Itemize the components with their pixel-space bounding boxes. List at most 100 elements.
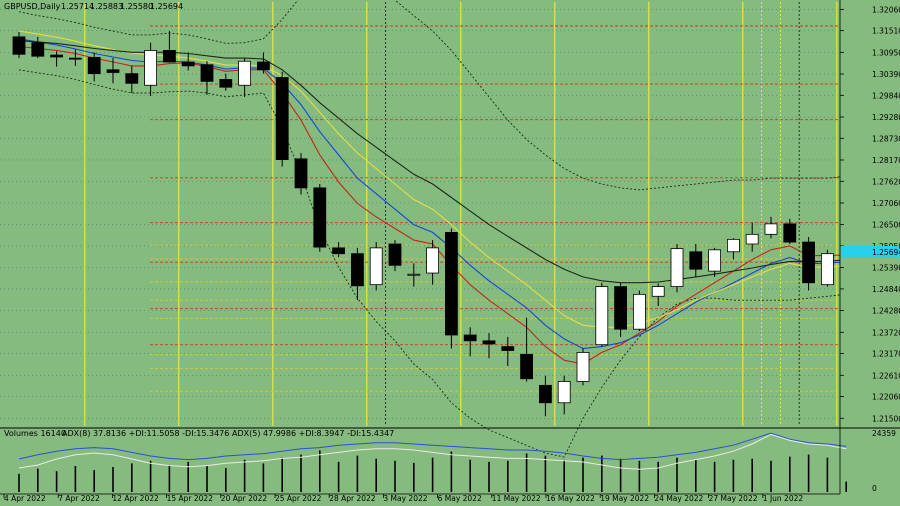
candle (670, 244, 684, 293)
candle-body (294, 158, 308, 189)
candle-body (745, 233, 759, 245)
candle-body (614, 286, 627, 330)
date-tick-label: 19 May 2022 (600, 494, 649, 503)
candle (745, 222, 759, 252)
candle-body (31, 42, 45, 57)
price-tick-label: 1.22060 (872, 393, 900, 402)
candle (708, 247, 721, 277)
adx-lines (18, 432, 847, 470)
date-tick-label: 3 May 2022 (383, 494, 427, 503)
candle (783, 218, 797, 245)
candle-body (313, 187, 327, 248)
price-tick-label: 1.23720 (872, 328, 900, 337)
candle (802, 237, 815, 291)
price-tick-label: 1.24840 (872, 285, 900, 294)
price-tick-label: 1.32060 (872, 5, 900, 14)
candle-body (651, 286, 665, 297)
candle (313, 183, 327, 252)
adx8-line (18, 432, 847, 461)
candle (501, 336, 515, 366)
ohlc-close: 1.25694 (150, 2, 183, 11)
price-tick-label: 1.24280 (872, 307, 900, 316)
candles (12, 31, 853, 417)
candle-body (200, 64, 214, 82)
candle (50, 51, 63, 67)
candle (106, 58, 120, 84)
volume-bars (18, 450, 848, 492)
adx5-line (18, 433, 847, 470)
candle-body (162, 50, 176, 63)
date-tick-label: 6 May 2022 (438, 494, 482, 503)
candle (821, 249, 834, 287)
candle-body (275, 77, 289, 160)
candle-body (50, 54, 63, 58)
candle (350, 247, 364, 301)
date-tick-label: 11 May 2022 (492, 494, 541, 503)
candle-body (557, 381, 571, 404)
bollinger-upper-line (18, 0, 847, 191)
candle (31, 36, 45, 59)
price-axis-ticks: 1.32060 1.31510 1.30950 1.30390 1.29840 1.292… (840, 5, 900, 423)
price-tick-label: 1.27060 (872, 199, 900, 208)
candle-body (12, 36, 26, 55)
price-tick-label: 1.23170 (872, 350, 900, 359)
price-tick-label: 1.28170 (872, 156, 900, 165)
candle (388, 240, 402, 272)
ohlc-high: 1.25883 (90, 2, 123, 11)
adx8-label: ADX(8) 37.8136 +DI:11.5058 -DI:15.3476 (62, 429, 229, 438)
candle (200, 61, 214, 95)
candle (87, 52, 101, 82)
candle-body (802, 241, 815, 284)
candle-body (181, 61, 195, 67)
candle-body (764, 223, 778, 235)
candle (651, 283, 665, 306)
candle (332, 242, 346, 258)
candle-body (539, 384, 552, 404)
candle (727, 238, 740, 260)
candle (426, 240, 440, 285)
candle (162, 31, 176, 63)
candle-body (708, 249, 721, 272)
candle-body (482, 340, 496, 345)
date-tick-label: 28 Apr 2022 (329, 494, 376, 503)
candle-body (463, 334, 477, 342)
date-tick-label: 25 Apr 2022 (275, 494, 322, 503)
candle-body (256, 61, 270, 71)
candle (275, 71, 289, 167)
candle (689, 244, 703, 277)
price-tick-label: 1.26500 (872, 221, 900, 230)
date-axis-ticks: 4 Apr 2022 7 Apr 2022 12 Apr 2022 15 Apr 20… (3, 494, 803, 503)
price-tick-label: 1.25390 (872, 264, 900, 273)
candle-body (219, 79, 233, 88)
candle (219, 73, 233, 91)
candle-body (576, 352, 590, 382)
price-tick-label: 1.29280 (872, 113, 900, 122)
candle-body (238, 60, 252, 86)
candle (181, 52, 195, 71)
candle-body (106, 69, 120, 73)
candle-body (69, 57, 82, 60)
candle-body (520, 353, 533, 380)
date-tick-label: 16 May 2022 (546, 494, 595, 503)
price-tick-label: 1.30950 (872, 48, 900, 57)
candle (539, 375, 552, 417)
candle (595, 282, 609, 347)
price-tick-label: 1.30390 (872, 70, 900, 79)
candle (764, 216, 778, 239)
ohlc-open: 1.25714 (61, 2, 94, 11)
indicator-axis-bottom: 0 (872, 484, 877, 493)
candle (144, 42, 158, 97)
price-tick-label: 1.22610 (872, 371, 900, 380)
candle-body (426, 247, 440, 274)
price-tick-label: 1.21500 (872, 414, 900, 423)
date-tick-label: 4 Apr 2022 (4, 494, 46, 503)
date-tick-label: 7 Apr 2022 (58, 494, 100, 503)
candle-body (87, 56, 101, 75)
price-tick-label: 1.29840 (872, 91, 900, 100)
candle-body (388, 243, 402, 266)
candle-body (670, 248, 684, 288)
current-price-label: 1.25694 (872, 248, 900, 257)
candle-body (501, 346, 515, 351)
candle (614, 282, 627, 337)
